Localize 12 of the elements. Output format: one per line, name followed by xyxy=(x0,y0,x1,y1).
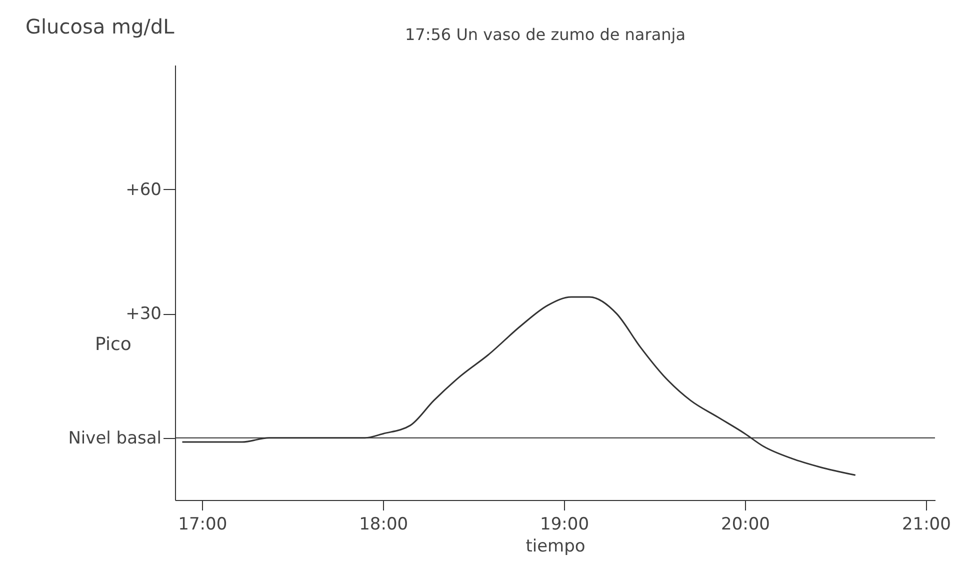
x-tick-label: 21:00 xyxy=(902,514,951,534)
y-tick-label: Nivel basal xyxy=(68,428,162,448)
y-tick-label: +30 xyxy=(126,304,162,324)
x-tick-label: 20:00 xyxy=(721,514,770,534)
text: Pico xyxy=(95,334,132,355)
x-tick-label: 17:00 xyxy=(178,514,228,534)
text: 17:56 Un vaso de zumo de naranja xyxy=(405,25,686,44)
x-tick-label: 19:00 xyxy=(540,514,590,534)
y-axis-title: Glucosa mg/dL xyxy=(26,14,176,38)
x-tick-label: 18:00 xyxy=(359,514,408,534)
y-tick-label: +60 xyxy=(126,180,162,200)
x-axis-title: tiempo xyxy=(526,536,586,556)
